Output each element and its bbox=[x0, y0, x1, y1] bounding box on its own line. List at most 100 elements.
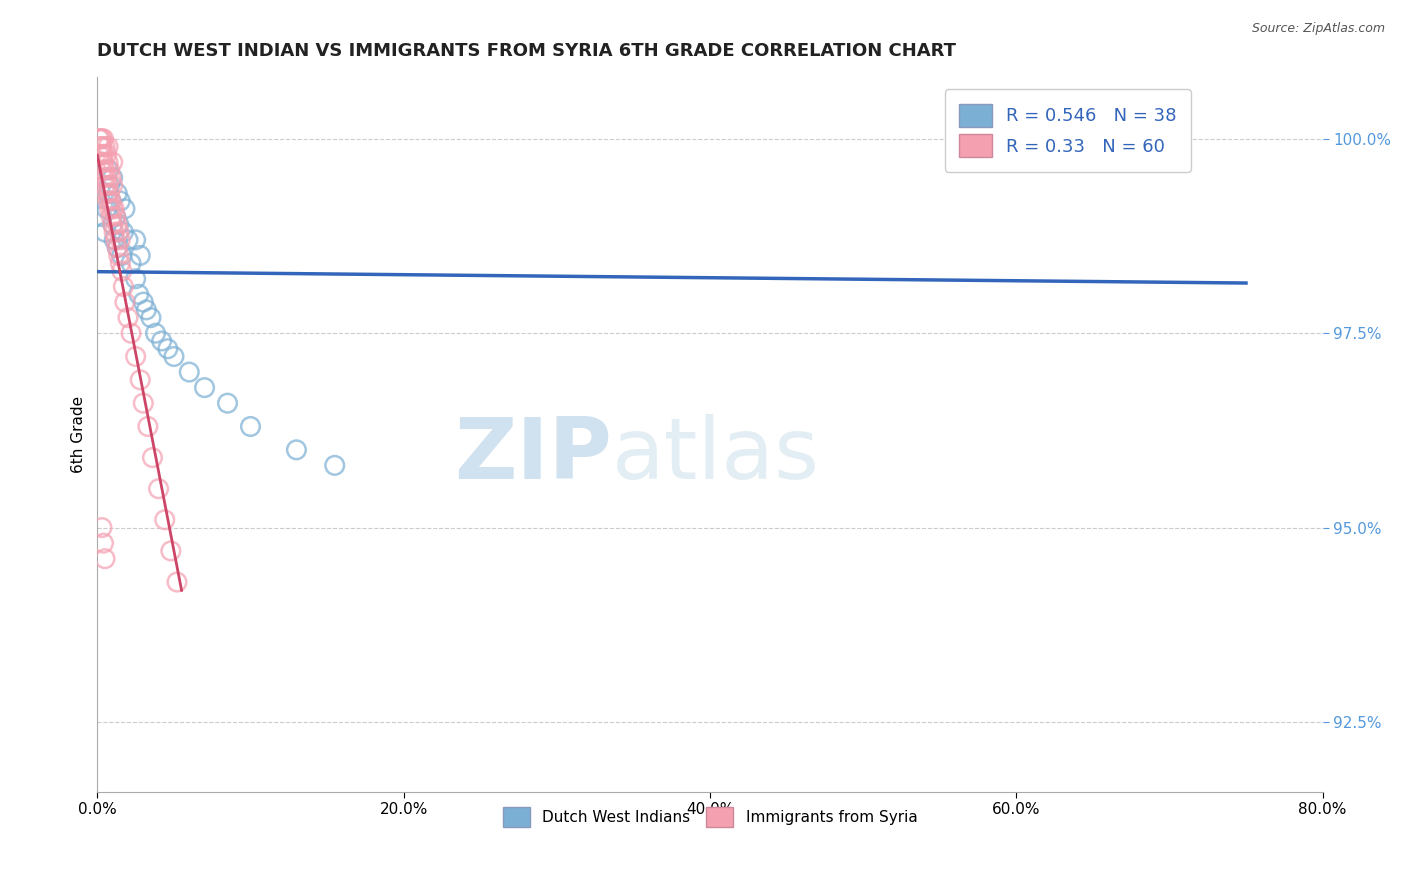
Point bbox=[128, 287, 150, 301]
Point bbox=[89, 155, 111, 169]
Point bbox=[98, 202, 121, 216]
Point bbox=[93, 132, 115, 146]
Point bbox=[107, 225, 129, 239]
Point bbox=[156, 342, 179, 356]
Point bbox=[153, 513, 176, 527]
Point bbox=[94, 139, 117, 153]
Point bbox=[100, 194, 122, 208]
Text: DUTCH WEST INDIAN VS IMMIGRANTS FROM SYRIA 6TH GRADE CORRELATION CHART: DUTCH WEST INDIAN VS IMMIGRANTS FROM SYR… bbox=[97, 42, 956, 60]
Point bbox=[97, 155, 120, 169]
Point bbox=[94, 225, 117, 239]
Point bbox=[104, 210, 127, 224]
Point bbox=[94, 178, 117, 193]
Point bbox=[107, 248, 129, 262]
Point bbox=[97, 162, 120, 177]
Point bbox=[91, 210, 114, 224]
Point bbox=[96, 170, 118, 185]
Point bbox=[120, 256, 142, 270]
Point bbox=[101, 155, 124, 169]
Point bbox=[91, 162, 114, 177]
Text: Source: ZipAtlas.com: Source: ZipAtlas.com bbox=[1251, 22, 1385, 36]
Point bbox=[111, 248, 134, 262]
Point bbox=[93, 155, 115, 169]
Point bbox=[120, 326, 142, 341]
Point bbox=[110, 194, 132, 208]
Text: atlas: atlas bbox=[612, 414, 820, 497]
Point bbox=[98, 162, 121, 177]
Legend: Dutch West Indians, Immigrants from Syria: Dutch West Indians, Immigrants from Syri… bbox=[495, 799, 925, 834]
Point bbox=[132, 295, 155, 310]
Point bbox=[97, 186, 120, 201]
Point bbox=[96, 202, 118, 216]
Point bbox=[124, 272, 146, 286]
Point bbox=[96, 147, 118, 161]
Point bbox=[145, 326, 167, 341]
Point bbox=[103, 225, 125, 239]
Point bbox=[98, 178, 121, 193]
Point bbox=[132, 396, 155, 410]
Point bbox=[97, 139, 120, 153]
Point bbox=[110, 233, 132, 247]
Point bbox=[136, 419, 159, 434]
Point bbox=[166, 574, 188, 589]
Point bbox=[93, 170, 115, 185]
Point bbox=[117, 310, 139, 325]
Point bbox=[285, 442, 308, 457]
Point bbox=[114, 295, 136, 310]
Point bbox=[110, 256, 132, 270]
Point bbox=[105, 241, 128, 255]
Point bbox=[94, 551, 117, 566]
Point bbox=[107, 217, 129, 231]
Point bbox=[160, 544, 183, 558]
Point bbox=[89, 139, 111, 153]
Point bbox=[193, 381, 215, 395]
Y-axis label: 6th Grade: 6th Grade bbox=[72, 396, 86, 473]
Point bbox=[101, 217, 124, 231]
Point bbox=[103, 202, 125, 216]
Point bbox=[141, 450, 163, 465]
Point bbox=[101, 202, 124, 216]
Point bbox=[139, 310, 162, 325]
Point bbox=[112, 225, 135, 239]
Point bbox=[94, 162, 117, 177]
Point bbox=[93, 536, 115, 550]
Point bbox=[239, 419, 262, 434]
Point bbox=[124, 233, 146, 247]
Point bbox=[91, 139, 114, 153]
Point bbox=[1128, 132, 1150, 146]
Point bbox=[150, 334, 173, 348]
Point bbox=[89, 132, 111, 146]
Point bbox=[101, 170, 124, 185]
Point bbox=[135, 302, 157, 317]
Point bbox=[87, 147, 110, 161]
Point bbox=[87, 132, 110, 146]
Point bbox=[114, 202, 136, 216]
Point bbox=[100, 170, 122, 185]
Point bbox=[98, 186, 121, 201]
Point bbox=[148, 482, 170, 496]
Point bbox=[100, 194, 122, 208]
Point bbox=[323, 458, 346, 473]
Point bbox=[97, 194, 120, 208]
Point bbox=[105, 217, 128, 231]
Point bbox=[101, 217, 124, 231]
Point bbox=[97, 178, 120, 193]
Point bbox=[179, 365, 201, 379]
Point bbox=[104, 210, 127, 224]
Point bbox=[91, 520, 114, 534]
Point bbox=[117, 233, 139, 247]
Point bbox=[91, 147, 114, 161]
Point bbox=[105, 186, 128, 201]
Point bbox=[129, 248, 152, 262]
Point bbox=[96, 186, 118, 201]
Point bbox=[111, 264, 134, 278]
Point bbox=[100, 210, 122, 224]
Point bbox=[217, 396, 239, 410]
Point bbox=[112, 279, 135, 293]
Point bbox=[163, 350, 186, 364]
Point bbox=[101, 178, 124, 193]
Point bbox=[129, 373, 152, 387]
Point bbox=[93, 147, 115, 161]
Point bbox=[105, 241, 128, 255]
Point bbox=[124, 350, 146, 364]
